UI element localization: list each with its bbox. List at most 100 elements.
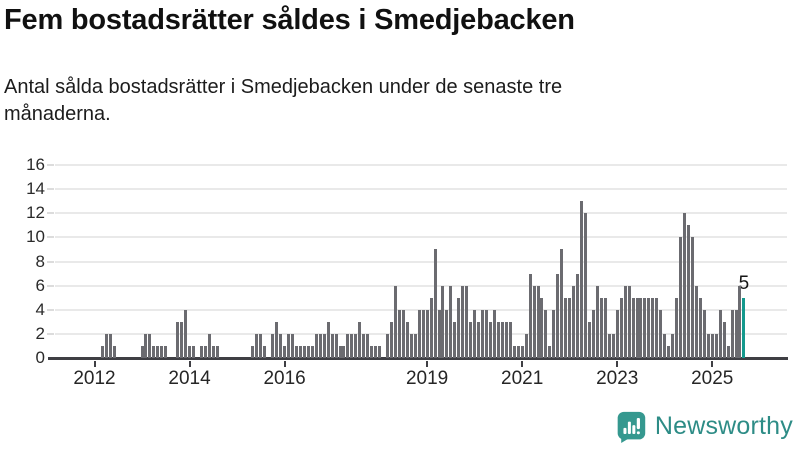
bar <box>397 309 401 358</box>
bar <box>346 333 350 358</box>
bar <box>112 345 116 358</box>
bar <box>378 345 382 358</box>
y-axis-tick-6 <box>47 284 54 287</box>
bar <box>374 345 378 358</box>
bar <box>643 297 647 358</box>
bar <box>516 345 520 358</box>
bar <box>607 333 611 358</box>
bar <box>528 273 532 358</box>
bar <box>437 309 441 358</box>
bar <box>576 273 580 358</box>
bar <box>342 345 346 358</box>
bar <box>370 345 374 358</box>
bar <box>354 333 358 358</box>
bar <box>623 285 627 358</box>
y-axis-label-6: 6 <box>35 275 45 295</box>
newsworthy-brand-link[interactable]: Newsworthy <box>615 410 793 443</box>
x-axis-label-2023: 2023 <box>596 368 639 389</box>
y-axis-tick-4 <box>47 308 54 311</box>
bar <box>176 321 180 358</box>
bar <box>512 345 516 358</box>
bar <box>500 321 504 358</box>
gridline-y12 <box>55 212 787 215</box>
bar <box>556 273 560 358</box>
bar <box>461 285 465 358</box>
bar <box>156 345 160 358</box>
bar <box>465 285 469 358</box>
bar <box>564 297 568 358</box>
bar <box>619 297 623 358</box>
bar <box>694 285 698 358</box>
bar <box>702 309 706 358</box>
x-axis-label-2016: 2016 <box>263 368 306 389</box>
chart-title: Fem bostadsrätter såldes i Smedjebacken <box>4 4 575 36</box>
bar <box>390 321 393 358</box>
bar <box>659 309 663 358</box>
bar <box>655 297 659 358</box>
bar <box>710 333 714 358</box>
bar <box>453 321 457 358</box>
bar <box>647 297 651 358</box>
bar <box>599 297 603 358</box>
bar <box>192 345 195 358</box>
bar <box>144 333 148 358</box>
chart-subtitle: Antal sålda bostadsrätter i Smedjebacken… <box>4 76 563 125</box>
bar <box>263 345 267 358</box>
x-axis-tick-2023 <box>616 361 619 367</box>
bar <box>306 345 310 358</box>
bar <box>180 321 184 358</box>
bar <box>271 333 275 358</box>
x-axis-tick-2012 <box>93 361 96 367</box>
x-axis-tick-2019 <box>426 361 429 367</box>
bar <box>445 309 449 358</box>
bar <box>734 309 738 358</box>
bar <box>449 285 453 358</box>
bar <box>595 285 599 358</box>
x-axis-line <box>48 357 788 360</box>
highlight-value-label: 5 <box>738 272 750 294</box>
bar <box>687 225 690 358</box>
y-axis-label-10: 10 <box>26 227 45 247</box>
bar <box>294 345 298 358</box>
y-axis-label-4: 4 <box>35 299 45 319</box>
bar <box>627 285 631 358</box>
bar <box>287 333 291 358</box>
bar <box>615 309 619 358</box>
y-axis-tick-16 <box>47 164 54 166</box>
y-axis-tick-8 <box>47 260 54 263</box>
bar <box>496 321 500 358</box>
bar <box>203 345 207 358</box>
y-axis-label-12: 12 <box>26 203 45 223</box>
bar <box>722 321 726 358</box>
bar <box>433 249 437 358</box>
bar <box>726 345 730 358</box>
bar <box>698 297 702 358</box>
bar <box>279 333 283 358</box>
bar <box>663 333 667 358</box>
bar <box>215 345 219 358</box>
bar <box>544 309 548 358</box>
bar <box>481 309 485 358</box>
bar <box>635 297 639 358</box>
bar <box>334 333 338 358</box>
bar <box>520 345 524 358</box>
gridline-y10 <box>55 236 787 239</box>
bar <box>393 285 397 358</box>
bar <box>524 333 528 358</box>
bar <box>508 321 512 358</box>
x-axis-label-2012: 2012 <box>73 368 116 389</box>
bar <box>302 345 306 358</box>
bar <box>152 345 156 358</box>
bar <box>706 333 710 358</box>
plot-area: 5 <box>48 164 788 360</box>
y-axis-tick-10 <box>47 236 54 239</box>
x-axis-tick-2016 <box>283 361 286 367</box>
gridline-y8 <box>55 260 787 263</box>
bar <box>631 297 635 358</box>
bar <box>409 333 413 358</box>
bar <box>730 309 734 358</box>
bar <box>536 285 540 358</box>
bar <box>540 297 544 358</box>
bar <box>108 333 112 358</box>
